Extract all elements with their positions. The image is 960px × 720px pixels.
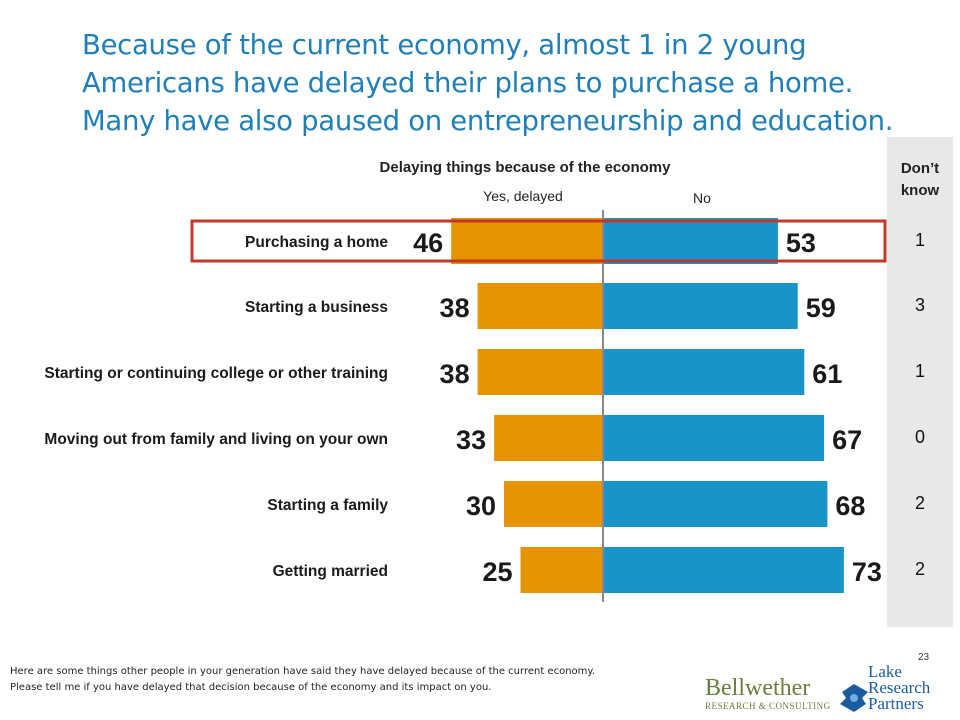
bellwether-logo: Bellwether RESEARCH & CONSULTING <box>705 676 831 711</box>
value-label-no-getting-married: 73 <box>852 557 882 587</box>
headline-line-1: Because of the current economy, almost 1… <box>82 29 807 61</box>
slide-headline: Because of the current economy, almost 1… <box>82 26 922 140</box>
value-label-no-moving-out-from-family-and-living-on-your-own: 67 <box>832 425 862 455</box>
dont-know-value-starting-or-continuing-college-or-other-training: 1 <box>914 361 925 381</box>
footnote-line-2: Please tell me if you have delayed that … <box>10 682 492 693</box>
category-label-starting-a-business: Starting a business <box>245 299 388 316</box>
bellwether-logo-name: Bellwether <box>705 675 811 701</box>
headline-line-2: Americans have delayed their plans to pu… <box>82 67 854 99</box>
category-label-getting-married: Getting married <box>273 563 388 580</box>
footnote: Here are some things other people in you… <box>10 664 595 696</box>
value-label-no-starting-or-continuing-college-or-other-training: 61 <box>812 359 842 389</box>
value-label-no-purchasing-a-home: 53 <box>786 228 816 258</box>
bar-no-purchasing-a-home <box>603 218 778 264</box>
dont-know-value-starting-a-family: 2 <box>914 493 925 513</box>
bar-yes-starting-a-business <box>477 283 603 329</box>
headline-line-3: Many have also paused on entrepreneurshi… <box>82 105 894 137</box>
bar-no-getting-married <box>603 547 844 593</box>
value-label-yes-starting-or-continuing-college-or-other-training: 38 <box>440 359 470 389</box>
value-label-yes-purchasing-a-home: 46 <box>413 228 443 258</box>
value-label-yes-getting-married: 25 <box>482 557 512 587</box>
legend-no: No <box>693 190 711 206</box>
dont-know-panel <box>887 137 953 627</box>
value-label-yes-moving-out-from-family-and-living-on-your-own: 33 <box>456 425 486 455</box>
bar-yes-starting-a-family <box>504 481 603 527</box>
bar-yes-starting-or-continuing-college-or-other-training <box>477 349 603 395</box>
legend-yes-delayed: Yes, delayed <box>483 188 563 204</box>
value-label-no-starting-a-family: 68 <box>835 491 865 521</box>
bar-no-moving-out-from-family-and-living-on-your-own <box>603 415 825 461</box>
bar-yes-getting-married <box>520 547 603 593</box>
category-label-purchasing-a-home: Purchasing a home <box>245 234 388 251</box>
bar-no-starting-or-continuing-college-or-other-training <box>603 349 805 395</box>
category-label-moving-out-from-family-and-living-on-your-own: Moving out from family and living on you… <box>44 431 388 448</box>
category-label-starting-or-continuing-college-or-other-training: Starting or continuing college or other … <box>44 365 388 382</box>
chart-title: Delaying things because of the economy <box>380 159 672 176</box>
value-label-yes-starting-a-family: 30 <box>466 491 496 521</box>
dont-know-header-line-2: know <box>900 182 940 199</box>
highlight-box <box>190 219 887 263</box>
dont-know-header-line-1: Don’t <box>900 160 940 177</box>
lake-logo-line-1: Lake <box>868 662 902 681</box>
bellwether-logo-subtitle: RESEARCH & CONSULTING <box>705 701 831 711</box>
value-label-no-starting-a-business: 59 <box>806 293 836 323</box>
lake-logo-line-2: Research <box>868 678 931 697</box>
value-label-yes-starting-a-business: 38 <box>440 293 470 323</box>
category-label-starting-a-family: Starting a family <box>267 497 388 514</box>
footnote-line-1: Here are some things other people in you… <box>10 666 596 677</box>
dont-know-value-moving-out-from-family-and-living-on-your-own: 0 <box>914 427 925 447</box>
dont-know-value-starting-a-business: 3 <box>914 295 925 315</box>
lake-research-logo: Lake Research Partners <box>834 660 954 716</box>
dont-know-value-purchasing-a-home: 1 <box>914 230 925 250</box>
bar-yes-moving-out-from-family-and-living-on-your-own <box>494 415 603 461</box>
dont-know-header: Don’t know <box>887 158 953 202</box>
puzzle-icon <box>840 684 868 712</box>
dont-know-value-getting-married: 2 <box>914 559 925 579</box>
bar-no-starting-a-family <box>603 481 828 527</box>
lake-logo-line-3: Partners <box>868 694 924 713</box>
page-number: 23 <box>918 652 930 663</box>
bar-no-starting-a-business <box>603 283 798 329</box>
bar-yes-purchasing-a-home <box>451 218 603 264</box>
